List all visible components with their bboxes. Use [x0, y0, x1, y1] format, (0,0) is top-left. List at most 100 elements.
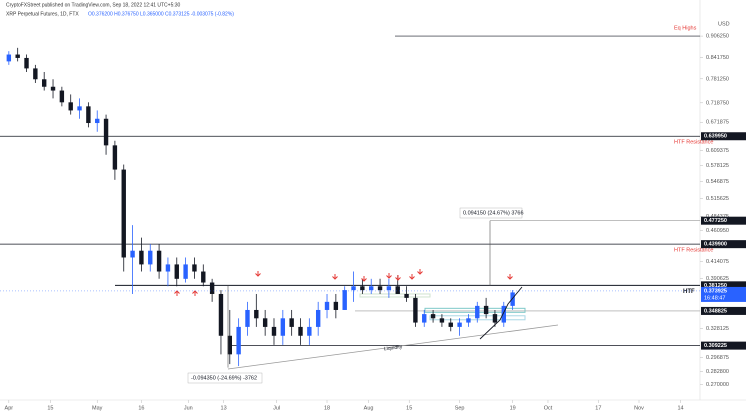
x-tick-label: Apr — [5, 405, 14, 411]
publisher: CryptoFXStreet published on TradingView.… — [6, 2, 181, 8]
candle-body — [271, 326, 277, 336]
candle-body — [377, 286, 383, 291]
candle-body — [475, 305, 480, 319]
candle-body — [6, 54, 12, 62]
candle-body — [148, 250, 153, 265]
candle-body — [289, 318, 294, 327]
candle-body — [50, 86, 56, 91]
candle-body — [280, 318, 286, 336]
level-note: HTF Resistance — [674, 248, 713, 254]
x-tick-label: Sep — [455, 405, 465, 411]
candle-body — [130, 250, 135, 258]
candle-body — [201, 271, 206, 283]
measure-up-label: 0.094150 (24.67%) 3766 — [463, 210, 524, 216]
measure-down-label: -0.094350 (-24.69%) -3762 — [191, 375, 257, 381]
candle-body — [33, 68, 38, 80]
candle-body — [24, 57, 29, 69]
down-arrow — [507, 274, 513, 280]
candle-body — [59, 90, 65, 103]
x-tick-label: Jun — [184, 405, 193, 411]
candle-body — [439, 318, 445, 323]
x-tick-label: 17 — [595, 405, 601, 411]
candle-body — [227, 335, 232, 355]
candle-body — [501, 305, 506, 323]
candle-body — [95, 118, 100, 124]
x-tick-label: 15 — [406, 405, 412, 411]
y-tick-label: 0.414075 — [706, 259, 729, 265]
candle-body — [218, 293, 224, 336]
candle-body — [121, 169, 126, 258]
down-arrow — [395, 275, 401, 281]
x-tick-label: Aug — [364, 405, 374, 411]
x-tick-label: May — [92, 405, 103, 411]
zone — [359, 293, 431, 298]
candle-body — [510, 292, 515, 306]
candle-body — [395, 286, 400, 294]
y-tick-label: 0.781250 — [706, 76, 729, 82]
candle-body — [360, 286, 365, 291]
candle-body — [492, 314, 498, 323]
level-price-box — [701, 306, 746, 315]
candle-body — [86, 106, 91, 124]
y-tick-label: 0.296875 — [706, 355, 729, 361]
y-tick-label: 0.515625 — [706, 196, 729, 202]
candle-body — [15, 54, 20, 58]
candle-body — [192, 264, 197, 272]
y-tick-label: 0.906250 — [706, 34, 729, 40]
y-tick-label: 0.282800 — [706, 369, 729, 375]
candle-body — [68, 102, 73, 111]
candle-body — [386, 286, 392, 291]
x-tick-label: 19 — [510, 405, 516, 411]
zone — [424, 307, 526, 313]
x-tick-label: Jul — [273, 405, 280, 411]
candle-body — [448, 322, 453, 327]
candle-body — [351, 286, 356, 291]
level-price-label: 0.309225 — [704, 343, 727, 349]
level-price-box — [701, 240, 746, 249]
x-tick-label: 18 — [324, 405, 330, 411]
x-tick-label: 16 — [138, 405, 144, 411]
projection — [479, 286, 523, 340]
candle-body — [466, 318, 471, 323]
last-price-box — [701, 286, 746, 302]
candle-body — [165, 264, 171, 272]
y-tick-label: 0.270000 — [706, 382, 729, 388]
down-arrow — [361, 276, 367, 282]
candle-body — [430, 314, 436, 319]
level-note: HTF — [683, 289, 695, 295]
level-price-box — [701, 216, 746, 225]
x-tick-label: Nov — [634, 405, 644, 411]
candle-body — [245, 309, 250, 327]
candle-body — [457, 322, 462, 327]
candle-body — [183, 264, 188, 279]
down-arrow — [417, 269, 423, 275]
level-price-label: 0.439900 — [704, 242, 727, 248]
candle-body — [342, 290, 347, 310]
candle-body — [262, 318, 268, 327]
trendline-label: Liquidity — [384, 344, 403, 352]
candle-body — [236, 326, 241, 355]
level-price-label: 0.381250 — [704, 283, 727, 289]
symbol: XRP Perpetual Futures, 1D, FTX — [6, 11, 79, 17]
candle-body — [404, 293, 409, 298]
y-tick-label: 0.546875 — [706, 179, 729, 185]
y-tick-label: 0.718750 — [706, 100, 729, 106]
ohlc: O0.376200 H0.376750 L0.365000 C0.373125 … — [88, 11, 234, 17]
y-tick-label: 0.578125 — [706, 163, 729, 169]
y-tick-label: 0.390625 — [706, 276, 729, 282]
candle-body — [112, 145, 118, 170]
y-tick-label: 0.328125 — [706, 326, 729, 332]
currency: USD — [718, 21, 730, 27]
down-arrow — [386, 273, 392, 279]
y-tick-label: 0.671875 — [706, 120, 729, 126]
down-arrow — [332, 274, 338, 280]
level-note: Eq Highs — [674, 26, 697, 32]
level-price-box — [701, 132, 746, 141]
x-tick-label: 13 — [221, 405, 227, 411]
level-price-label: 0.477250 — [704, 218, 727, 224]
level-price-label: 0.348825 — [704, 308, 727, 314]
measure-down-box — [187, 372, 263, 384]
trendline — [227, 324, 559, 370]
